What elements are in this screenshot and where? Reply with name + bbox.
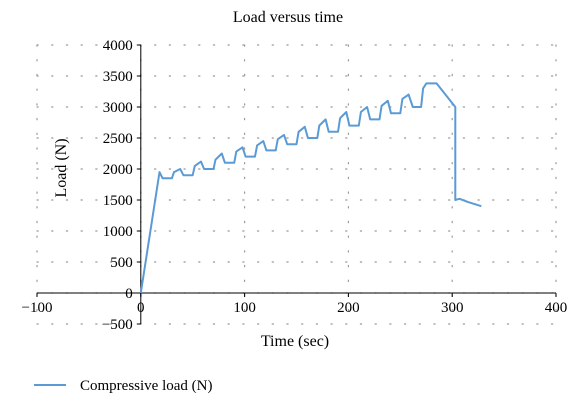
y-axis-label: Load (N): [53, 138, 70, 197]
y-tick-label-8: 3500: [103, 69, 133, 85]
legend: Compressive load (N): [34, 378, 212, 394]
y-tick-label-5: 2000: [103, 162, 133, 178]
y-tick-label-1: 0: [125, 286, 133, 302]
y-tick-label-6: 2500: [103, 131, 133, 147]
tick-labels: −100 0 100 200 300 400−5000500100015002000250…: [22, 38, 568, 333]
x-tick-label-3: 200: [337, 300, 360, 316]
y-tick-label-0: −500: [102, 317, 133, 333]
y-tick-label-2: 500: [110, 255, 133, 271]
y-tick-label-4: 1500: [103, 193, 133, 209]
x-tick-label-1: 0: [137, 300, 145, 316]
x-tick-label-5: 400: [545, 300, 568, 316]
legend-label: Compressive load (N): [80, 378, 212, 394]
y-tick-label-9: 4000: [103, 38, 133, 54]
series-line-0: [139, 82, 482, 294]
y-tick-label-3: 1000: [103, 224, 133, 240]
chart-title: Load versus time: [233, 9, 343, 26]
y-tick-label-7: 3000: [103, 100, 133, 116]
grid-lines: [36, 44, 557, 325]
axes: [36, 44, 557, 325]
x-tick-label-0: −100: [22, 300, 53, 316]
x-tick-label-2: 100: [233, 300, 256, 316]
series-layer: [139, 82, 482, 294]
x-axis-label: Time (sec): [261, 333, 329, 350]
x-tick-label-4: 300: [441, 300, 464, 316]
